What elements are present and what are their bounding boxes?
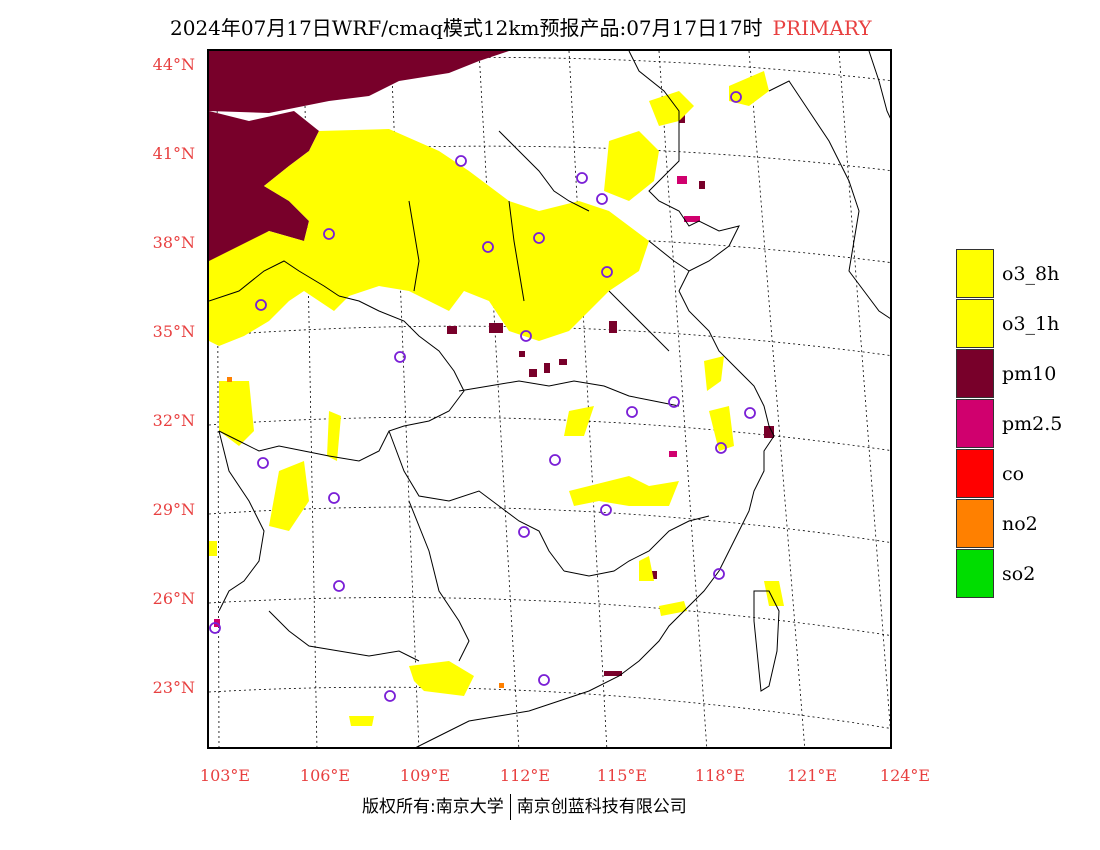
- lon-label-118: 118°E: [694, 766, 746, 785]
- lat-label-35: 35°N: [152, 322, 195, 341]
- title-tag: PRIMARY: [772, 16, 872, 40]
- lat-label-23: 23°N: [152, 678, 195, 697]
- legend-swatch: [956, 499, 994, 548]
- legend-label: pm10: [1002, 363, 1057, 385]
- lat-label-32: 32°N: [152, 411, 195, 430]
- legend-label: o3_1h: [1002, 313, 1060, 335]
- copyright-right: 南京创蓝科技有限公司: [516, 797, 687, 817]
- lon-label-124: 124°E: [879, 766, 931, 785]
- lon-label-112: 112°E: [499, 766, 551, 785]
- lat-label-29: 29°N: [152, 500, 195, 519]
- legend-label: no2: [1002, 513, 1038, 535]
- footer-separator: [509, 794, 511, 820]
- map-canvas: [209, 51, 890, 747]
- map-title: 2024年07月17日WRF/cmaq模式12km预报产品:07月17日17时 P…: [170, 12, 872, 41]
- copyright-footer: 版权所有:南京大学 南京创蓝科技有限公司: [362, 792, 687, 820]
- no2-areas: [227, 377, 504, 688]
- lon-label-121: 121°E: [786, 766, 838, 785]
- title-main: 2024年07月17日WRF/cmaq模式12km预报产品:07月17日17时: [170, 16, 763, 40]
- boundaries: [209, 51, 890, 747]
- lon-label-106: 106°E: [299, 766, 351, 785]
- lon-label-115: 115°E: [596, 766, 648, 785]
- lon-label-103: 103°E: [199, 766, 251, 785]
- legend-label: co: [1002, 463, 1025, 485]
- legend-swatch: [956, 299, 994, 348]
- copyright-left: 版权所有:南京大学: [362, 797, 504, 817]
- legend-swatch: [956, 449, 994, 498]
- pm10-areas: [209, 51, 774, 676]
- legend-swatch: [956, 349, 994, 398]
- legend-swatch: [956, 249, 994, 298]
- lat-label-38: 38°N: [152, 233, 195, 252]
- lat-label-26: 26°N: [152, 589, 195, 608]
- legend-label: pm2.5: [1002, 413, 1063, 435]
- legend-label: so2: [1002, 563, 1036, 585]
- forecast-map: [207, 49, 892, 749]
- o3-areas: [209, 71, 784, 726]
- lat-label-41: 41°N: [152, 144, 195, 163]
- legend-swatch: [956, 399, 994, 448]
- legend-swatch: [956, 549, 994, 598]
- lat-label-44: 44°N: [152, 55, 195, 74]
- station-markers: [209, 91, 756, 702]
- lon-label-109: 109°E: [399, 766, 451, 785]
- legend-label: o3_8h: [1002, 263, 1060, 285]
